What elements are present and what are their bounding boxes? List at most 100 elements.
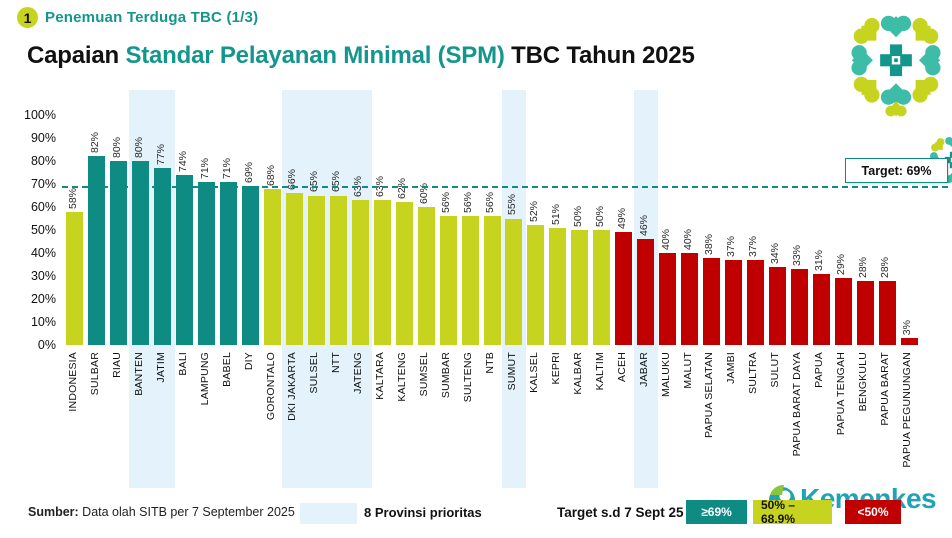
x-axis-label: INDONESIA <box>66 352 79 412</box>
bar-value-label: 38% <box>703 233 716 255</box>
y-axis-tick-label: 100% <box>24 108 56 122</box>
title-prefix: Capaian <box>27 42 126 69</box>
bar-sulteng <box>461 216 479 345</box>
bar-kepri <box>549 227 567 345</box>
x-axis-label: MALUT <box>681 352 694 389</box>
x-axis-label: RIAU <box>110 352 123 378</box>
bar-bengkulu <box>856 280 874 345</box>
target-line <box>62 186 948 189</box>
x-axis-label: BENGKULU <box>857 352 870 412</box>
bar-sulbar <box>88 156 106 345</box>
bar-kaltim <box>593 230 611 345</box>
bar-value-label: 29% <box>835 254 848 276</box>
spm-bar-chart: Target: 69% 0% 10% 20% 30% 40% 50% 60% 70% 80% 90… <box>0 85 952 497</box>
y-axis-tick-label: 20% <box>30 292 56 306</box>
source-label: Sumber: <box>28 505 79 519</box>
x-axis-label: KALTARA <box>374 352 387 400</box>
bar-value-label: 65% <box>330 171 343 193</box>
bar-value-label: 80% <box>132 136 145 158</box>
bar-value-label: 46% <box>637 215 650 237</box>
bar-value-label: 37% <box>747 235 760 257</box>
x-axis-label: KALTIM <box>593 352 606 391</box>
bar-value-label: 68% <box>264 164 277 186</box>
bar-maluku <box>659 253 677 345</box>
bar-value-label: 50% <box>571 205 584 227</box>
bar-value-label: 56% <box>440 192 453 214</box>
bar-jambi <box>724 259 742 345</box>
page-title: Capaian Standar Pelayanan Minimal (SPM) … <box>27 42 695 70</box>
bar-value-label: 82% <box>88 132 101 154</box>
y-axis-tick-label: 30% <box>30 269 56 283</box>
x-axis-label: PAPUA TENGAH <box>835 352 848 436</box>
x-axis-label: JAMBI <box>725 352 738 384</box>
bar-value-label: 69% <box>242 162 255 184</box>
bar-ntb <box>483 216 501 345</box>
bar-value-label: 71% <box>198 157 211 179</box>
x-axis-label: NTT <box>330 352 343 374</box>
x-axis-label: BANTEN <box>132 352 145 396</box>
bar-value-label: 56% <box>484 192 496 214</box>
legend-chip-yellow: 50% – 68.9% <box>753 498 832 526</box>
bar-value-label: 33% <box>791 245 804 267</box>
bar-diy <box>242 186 260 345</box>
x-axis-label: SUMSEL <box>418 352 431 397</box>
bar-sulsel <box>307 195 325 345</box>
bar-value-label: 31% <box>813 249 826 271</box>
y-axis-tick-label: 40% <box>30 246 56 260</box>
bar-sumsel <box>417 207 435 345</box>
x-axis-label: BABEL <box>220 352 233 387</box>
bar-kaltara <box>373 200 391 345</box>
x-axis-label: KALBAR <box>571 352 584 395</box>
bar-papua-barat-daya <box>790 269 808 345</box>
bar-value-label: 56% <box>462 192 475 214</box>
bar-kalbar <box>571 230 589 345</box>
x-axis-label: NTB <box>484 352 496 374</box>
bar-sumbar <box>439 216 457 345</box>
title-highlight: Standar Pelayanan Minimal (SPM) <box>125 42 505 69</box>
bar-papua <box>812 273 830 345</box>
bar-value-label: 3% <box>901 319 914 336</box>
bar-dki-jakarta <box>285 193 303 345</box>
bar-jabar <box>637 239 655 345</box>
bar-value-label: 28% <box>879 256 892 278</box>
kemenkes-flower-pattern-icon <box>850 14 942 117</box>
y-axis-tick-label: 50% <box>30 223 56 237</box>
x-axis-label: SULTENG <box>462 352 475 403</box>
bar-papua-barat <box>878 280 896 345</box>
bar-sumut <box>505 218 523 345</box>
bar-value-label: 55% <box>505 194 518 216</box>
bar-value-label: 37% <box>725 235 738 257</box>
x-axis-label: PAPUA PEGUNUNGAN <box>901 352 914 468</box>
bar-kalsel <box>527 225 545 345</box>
x-axis-label: SULBAR <box>88 352 101 396</box>
bar-jateng <box>351 200 369 345</box>
bar-value-label: 80% <box>110 136 123 158</box>
bar-lampung <box>198 181 216 345</box>
x-axis-label: SULTRA <box>747 352 760 394</box>
x-axis-label: PAPUA <box>813 352 826 388</box>
x-axis-label: GORONTALO <box>264 352 277 421</box>
x-axis-label: KALSEL <box>527 352 540 393</box>
x-axis-label: SULUT <box>769 352 782 388</box>
legend-chip-teal: ≥69% <box>686 500 747 524</box>
bar-aceh <box>615 232 633 345</box>
color-legend: ≥69% 50% – 68.9% <50% <box>686 498 901 526</box>
y-axis-tick-label: 60% <box>30 200 56 214</box>
source-note: Sumber: Data olah SITB per 7 September 2… <box>28 505 295 519</box>
bar-value-label: 77% <box>154 143 167 165</box>
source-text: Data olah SITB per 7 September 2025 <box>78 505 295 519</box>
x-axis-label: JATENG <box>352 352 365 394</box>
section-kicker: Penemuan Terduga TBC (1/3) <box>45 9 259 26</box>
bar-value-label: 40% <box>659 228 672 250</box>
bar-value-label: 51% <box>549 203 562 225</box>
bar-malut <box>681 253 699 345</box>
x-axis-label: JATIM <box>154 352 167 383</box>
bar-value-label: 52% <box>527 201 540 223</box>
bar-sultra <box>746 259 764 345</box>
bar-value-label: 40% <box>681 228 694 250</box>
bar-bali <box>176 174 194 345</box>
x-axis-label: ACEH <box>615 352 628 382</box>
x-axis-label: PAPUA BARAT DAYA <box>791 352 804 457</box>
y-axis-tick-label: 80% <box>30 154 56 168</box>
